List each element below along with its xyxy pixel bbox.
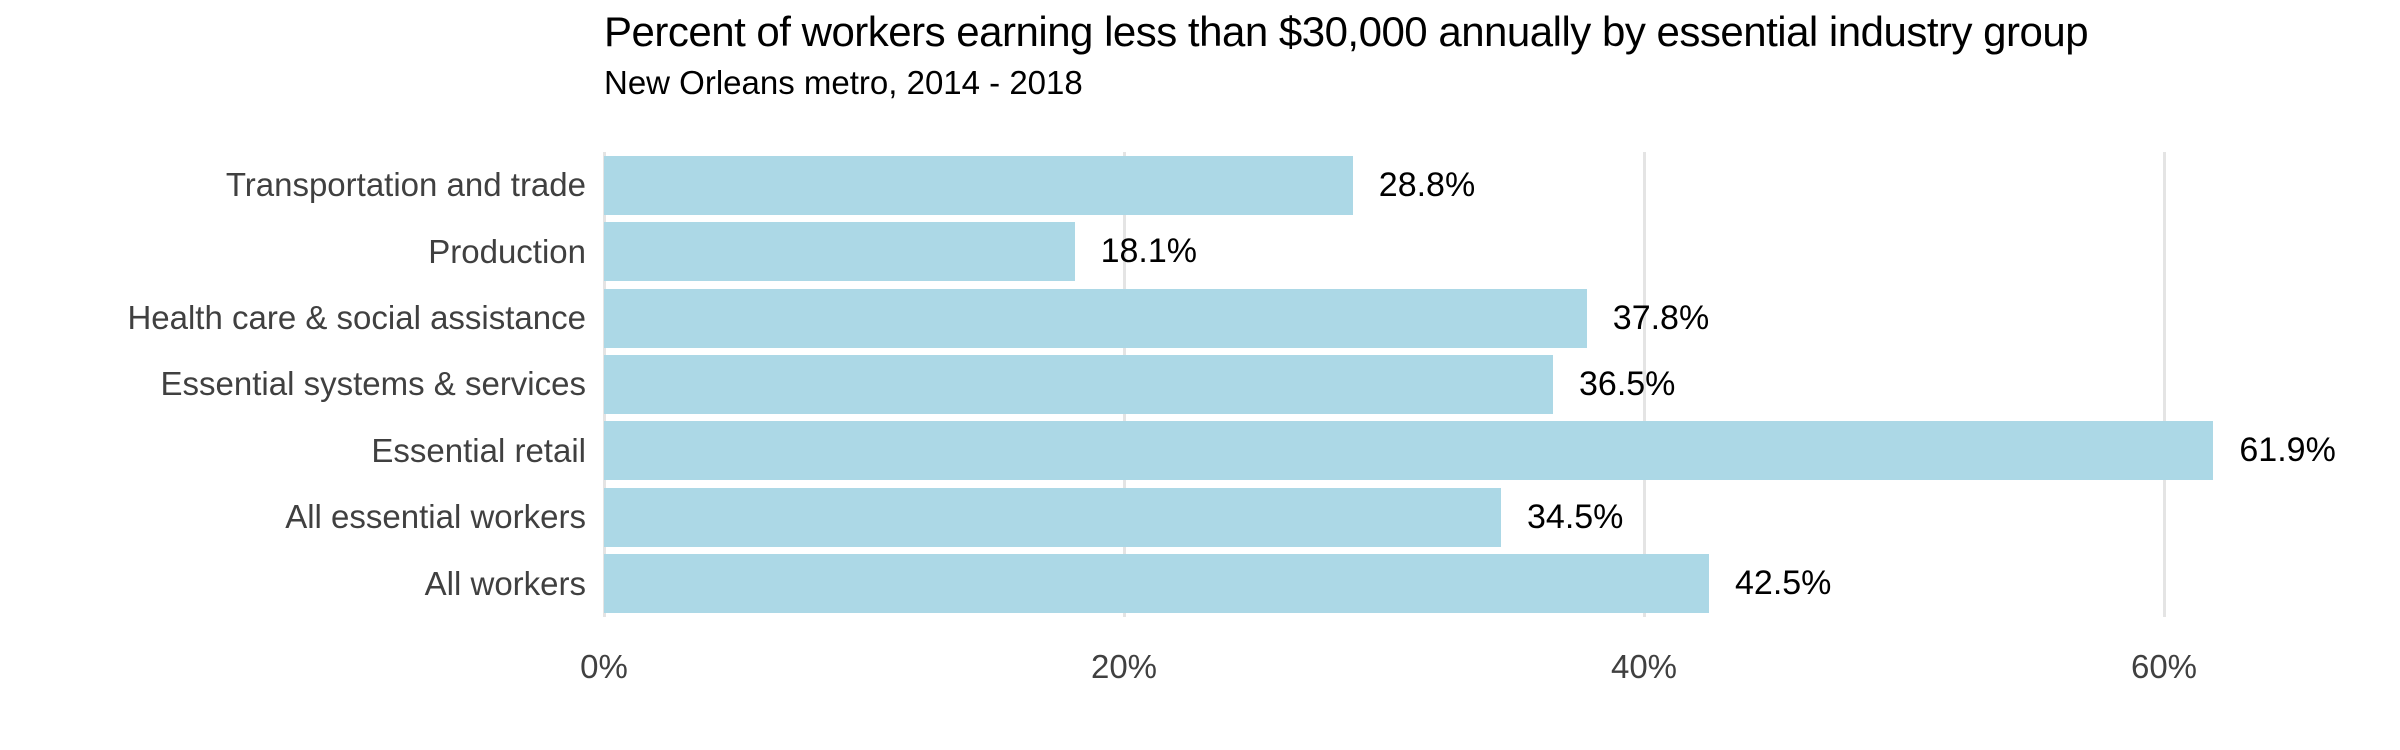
category-label-production: Production: [428, 232, 586, 270]
category-label-essential-retail: Essential retail: [371, 431, 586, 469]
category-label-transportation-and-trade: Transportation and trade: [225, 166, 586, 204]
category-label-essential-systems-services: Essential systems & services: [160, 365, 586, 403]
bar-row-essential-retail: 61.9%: [604, 418, 2374, 484]
value-label-production: 18.1%: [1100, 232, 1197, 271]
value-label-all-essential-workers: 34.5%: [1527, 497, 1624, 536]
gridline-40: [1642, 152, 1646, 617]
value-label-essential-retail: 61.9%: [2239, 431, 2336, 470]
bar-row-essential-systems-services: 36.5%: [604, 351, 2374, 417]
category-axis: Transportation and trade Production Health…: [0, 152, 586, 617]
value-label-essential-systems-services: 36.5%: [1579, 364, 1676, 403]
bar-row-transportation-and-trade: 28.8%: [604, 152, 2374, 218]
bar-all-workers: [604, 554, 1709, 614]
bar-row-health-care-social-assistance: 37.8%: [604, 285, 2374, 351]
x-tick-label-0: 0%: [580, 648, 628, 685]
x-axis: 0% 20% 40% 60%: [580, 617, 2374, 697]
category-label-all-essential-workers: All essential workers: [285, 498, 586, 536]
plot-area: 28.8% 18.1% 37.8% 36.5% 61.9% 34.5% 42.5%: [602, 152, 2374, 617]
bar-production: [604, 222, 1075, 282]
bar-transportation-and-trade: [604, 155, 1353, 215]
chart-title: Percent of workers earning less than $30…: [604, 8, 2089, 55]
bar-row-all-essential-workers: 34.5%: [604, 484, 2374, 550]
category-label-health-care-social-assistance: Health care & social assistance: [127, 299, 586, 337]
x-tick-label-40: 40%: [1610, 648, 1678, 685]
bar-essential-retail: [604, 421, 2214, 481]
x-tick-label-60: 60%: [2130, 648, 2198, 685]
bar-row-production: 18.1%: [604, 218, 2374, 284]
bar-essential-systems-services: [604, 354, 1553, 414]
bar-row-all-workers: 42.5%: [604, 551, 2374, 617]
value-label-health-care-social-assistance: 37.8%: [1612, 298, 1710, 337]
value-label-all-workers: 42.5%: [1735, 564, 1832, 603]
x-tick-label-20: 20%: [1090, 648, 1158, 685]
bar-health-care-social-assistance: [604, 288, 1587, 348]
category-label-all-workers: All workers: [424, 564, 586, 602]
gridline-60: [2162, 152, 2166, 617]
value-label-transportation-and-trade: 28.8%: [1378, 165, 1476, 204]
chart-subtitle: New Orleans metro, 2014 - 2018: [604, 64, 1083, 101]
bar-all-essential-workers: [604, 487, 1501, 547]
